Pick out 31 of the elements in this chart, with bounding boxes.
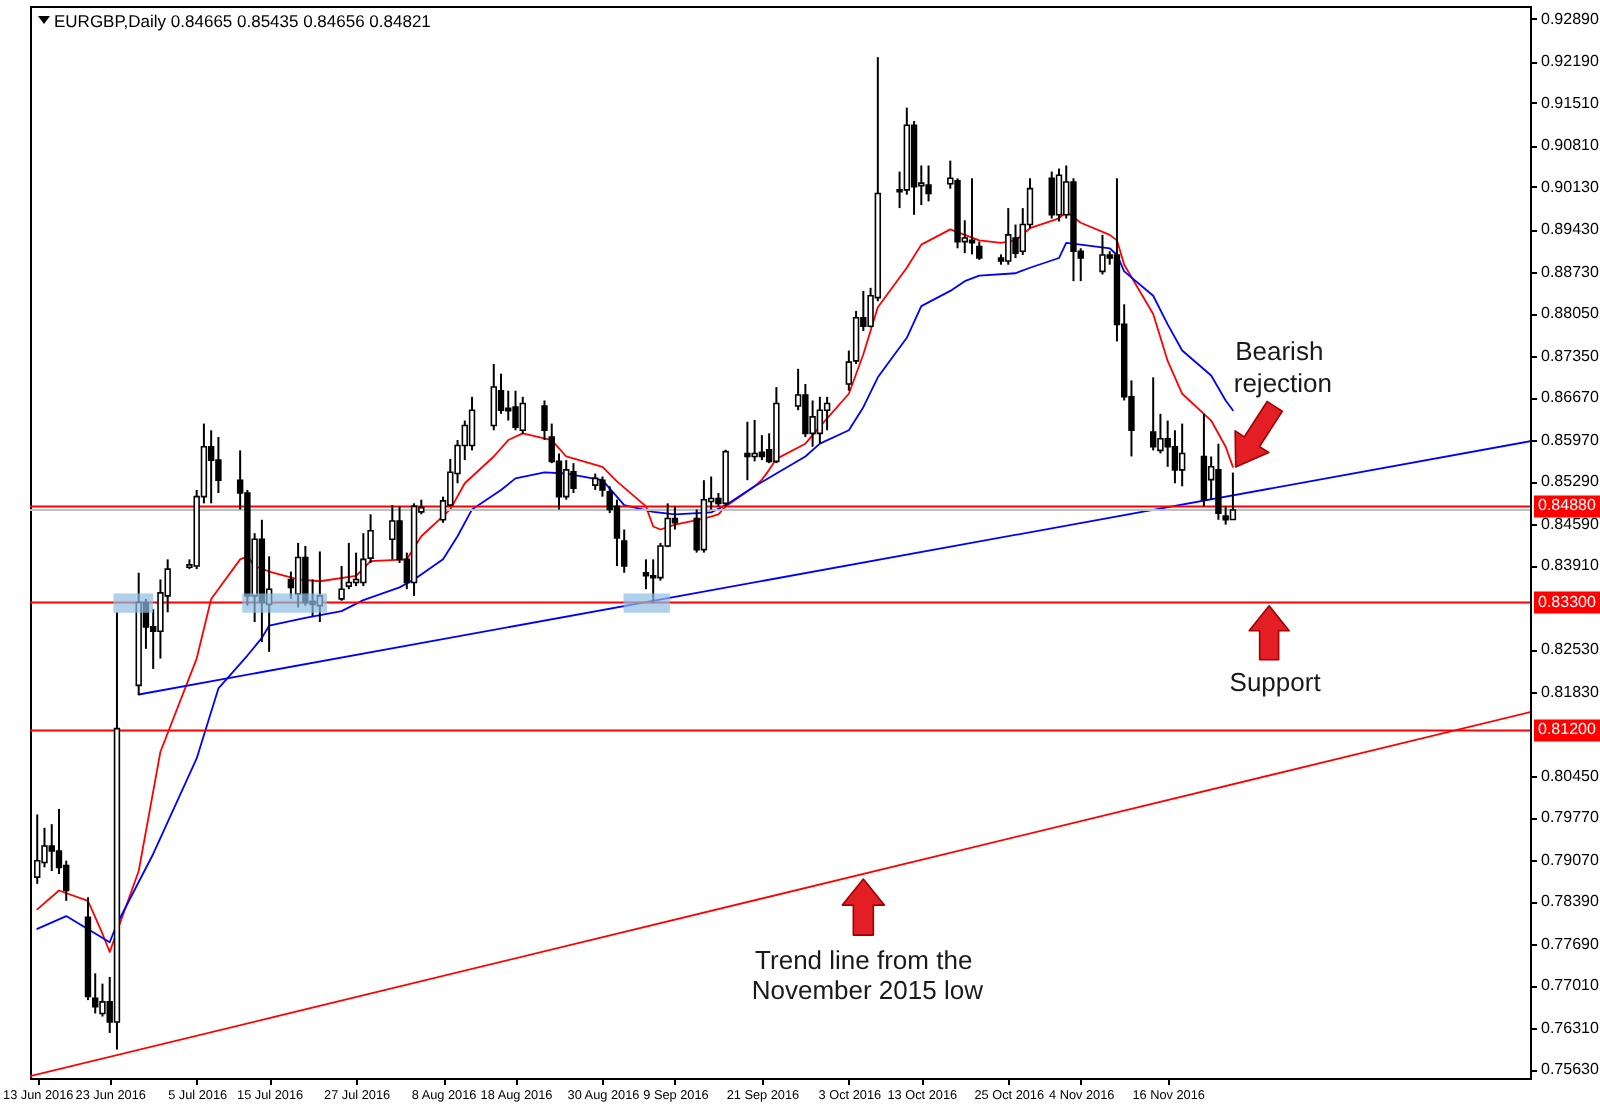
annotation: Bearish rejection	[1233, 336, 1333, 399]
y-tick-label: 0.82530	[1541, 640, 1600, 659]
y-tick-label: 0.92890	[1541, 9, 1600, 28]
y-tick-label: 0.77010	[1541, 976, 1600, 995]
y-tick-label: 0.79070	[1541, 851, 1600, 870]
y-tick-label: 0.78390	[1541, 892, 1600, 911]
y-tick-label: 0.90810	[1541, 136, 1600, 155]
y-tick-label: 0.89430	[1541, 220, 1600, 239]
ref-line-label: 0.84880	[1538, 496, 1597, 515]
y-tick-label: 0.90130	[1541, 177, 1600, 196]
ref-line-label: 0.81200	[1538, 720, 1597, 739]
y-tick-label: 0.84590	[1541, 515, 1600, 534]
annotation: Trend line from the November 2015 low	[751, 944, 985, 1005]
y-tick-label: 0.79770	[1541, 808, 1600, 827]
y-tick-label: 0.88730	[1541, 263, 1600, 282]
y-tick-label: 0.85970	[1541, 431, 1600, 450]
y-tick-label: 0.81830	[1541, 683, 1600, 702]
y-tick-label: 0.75630	[1541, 1060, 1600, 1079]
ref-line-label: 0.83300	[1538, 592, 1597, 611]
annotation: Support	[1229, 666, 1322, 697]
y-tick-label: 0.92190	[1541, 52, 1600, 71]
y-tick-label: 0.85290	[1541, 472, 1600, 491]
y-tick-label: 0.87350	[1541, 347, 1600, 366]
y-tick-label: 0.88050	[1541, 304, 1600, 323]
y-tick-label: 0.77690	[1541, 935, 1600, 954]
y-tick-label: 0.80450	[1541, 767, 1600, 786]
y-tick-label: 0.76310	[1541, 1019, 1600, 1038]
y-tick-label: 0.91510	[1541, 93, 1600, 112]
y-tick-label: 0.86670	[1541, 388, 1600, 407]
y-tick-label: 0.83910	[1541, 556, 1600, 575]
chart-title: EURGBP,Daily 0.84665 0.85435 0.84656 0.84821	[54, 11, 432, 31]
